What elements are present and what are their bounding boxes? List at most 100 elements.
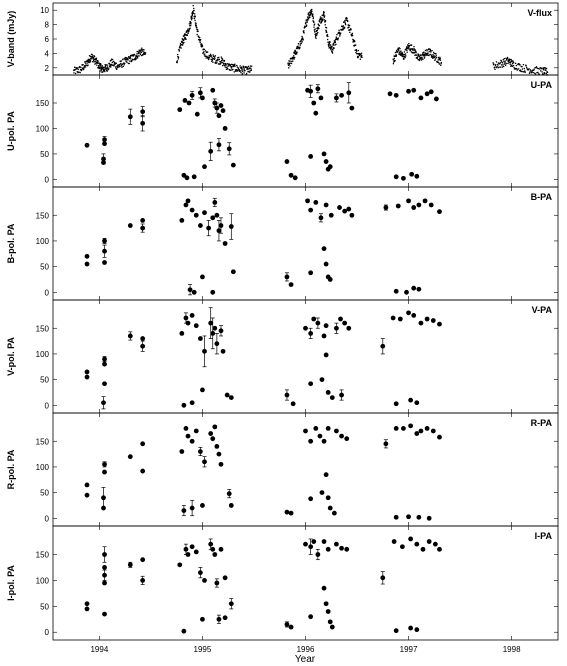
- flux-point: [498, 66, 500, 68]
- flux-point: [235, 70, 237, 72]
- flux-point: [393, 57, 395, 60]
- flux-point: [543, 72, 545, 74]
- data-point: [202, 578, 207, 583]
- flux-point: [307, 13, 309, 15]
- flux-point: [106, 65, 109, 67]
- data-point: [210, 215, 216, 221]
- flux-point: [239, 65, 241, 67]
- data-point: [101, 156, 106, 162]
- flux-point: [85, 64, 87, 66]
- flux-point: [355, 51, 357, 54]
- chart-panels: 2 4 6 8 10 V-flux V-band (mJy) 0 50 100 150 U-PA U-p…: [6, 2, 559, 654]
- flux-point: [223, 60, 225, 62]
- data-point: [102, 361, 107, 367]
- flux-point: [234, 69, 237, 71]
- data-point: [140, 109, 146, 115]
- flux-point: [417, 55, 419, 57]
- flux-point: [109, 60, 112, 62]
- flux-point: [231, 63, 233, 66]
- flux-point: [329, 47, 332, 49]
- flux-point: [105, 65, 107, 67]
- flux-point: [96, 62, 99, 64]
- flux-point: [319, 17, 322, 20]
- flux-point: [495, 66, 497, 68]
- flux-point: [331, 46, 333, 49]
- flux-point: [142, 50, 144, 53]
- panel-title: V-flux: [527, 8, 552, 18]
- data-point: [140, 336, 146, 341]
- flux-point: [82, 67, 84, 69]
- data-point: [338, 316, 343, 322]
- panel-title: B-PA: [531, 192, 553, 202]
- y-tick-label: 0: [45, 628, 50, 637]
- data-point: [416, 202, 422, 208]
- flux-point: [248, 67, 251, 69]
- flux-point: [418, 56, 421, 58]
- flux-point: [211, 56, 213, 59]
- flux-point: [429, 49, 431, 51]
- flux-point: [82, 64, 84, 66]
- flux-point: [429, 53, 431, 56]
- flux-point: [316, 28, 319, 30]
- flux-point: [545, 72, 547, 75]
- flux-point: [240, 67, 242, 69]
- data-point: [177, 107, 183, 113]
- flux-point: [310, 12, 313, 14]
- flux-point: [190, 23, 192, 25]
- y-tick-label: 2: [45, 64, 50, 73]
- flux-point: [295, 47, 298, 50]
- flux-point: [343, 21, 345, 23]
- data-point: [84, 253, 90, 259]
- flux-point: [543, 72, 546, 75]
- flux-point: [198, 36, 200, 38]
- flux-point: [351, 33, 353, 36]
- data-point: [197, 570, 203, 576]
- flux-point: [311, 8, 313, 11]
- flux-point: [240, 66, 243, 68]
- flux-point: [356, 52, 358, 55]
- flux-point: [361, 55, 363, 57]
- flux-point: [336, 34, 338, 36]
- data-point: [183, 546, 189, 552]
- flux-point: [296, 51, 298, 53]
- flux-point: [335, 36, 337, 38]
- flux-point: [97, 67, 99, 69]
- flux-point: [402, 55, 404, 58]
- flux-point: [229, 69, 231, 71]
- flux-point: [440, 63, 442, 65]
- flux-point: [212, 61, 214, 63]
- flux-point: [93, 55, 95, 57]
- data-point: [284, 159, 290, 164]
- data-point: [426, 539, 432, 544]
- flux-point: [136, 50, 138, 53]
- flux-point: [247, 65, 250, 68]
- data-point: [224, 392, 230, 398]
- flux-point: [130, 55, 132, 57]
- flux-point: [403, 51, 406, 53]
- flux-point: [186, 34, 188, 36]
- flux-point: [96, 60, 99, 62]
- flux-point: [410, 51, 413, 53]
- flux-point: [123, 58, 126, 60]
- flux-point: [414, 51, 416, 53]
- flux-point: [103, 70, 106, 72]
- flux-point: [422, 52, 425, 54]
- flux-point: [324, 24, 326, 26]
- flux-point: [287, 62, 289, 64]
- flux-point: [430, 54, 432, 56]
- flux-point: [222, 62, 225, 65]
- flux-point: [226, 66, 228, 69]
- flux-point: [98, 65, 100, 67]
- flux-point: [496, 66, 498, 69]
- data-point: [437, 434, 442, 440]
- flux-point: [144, 52, 147, 54]
- flux-point: [502, 59, 504, 61]
- flux-point: [424, 49, 427, 52]
- data-point: [140, 343, 146, 349]
- flux-point: [440, 61, 442, 64]
- flux-point: [327, 35, 329, 38]
- flux-point: [296, 46, 299, 49]
- flux-point: [352, 40, 354, 42]
- data-point: [344, 436, 350, 442]
- y-axis-label: B-pol. PA: [6, 223, 16, 263]
